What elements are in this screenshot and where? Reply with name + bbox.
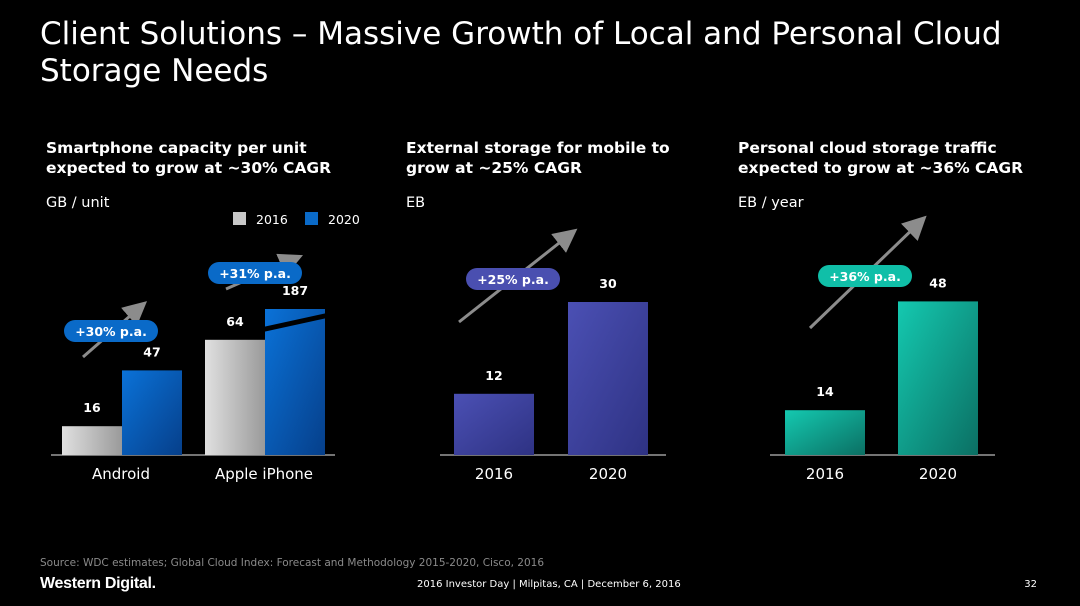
value-label-android-2020: 47 [143, 344, 160, 359]
bar-android-2016 [62, 426, 122, 455]
legend-label-2020: 2020 [328, 212, 360, 227]
growth-badge-cloud: +36% p.a. [818, 265, 912, 287]
value-label-apple-iphone-2016: 64 [226, 314, 244, 329]
source-note: Source: WDC estimates; Global Cloud Inde… [40, 557, 545, 569]
growth-badge-cloud-text: +36% p.a. [829, 269, 901, 284]
growth-badge-android: +30% p.a. [64, 320, 158, 342]
bar-apple-iphone-2020 [265, 309, 325, 455]
bars-layer: 16 47 Android 64 187 Apple iPhone 12 2016 30 2020… [62, 275, 978, 483]
panel-1-title-line1: Smartphone capacity per unit [46, 139, 307, 157]
value-label-android-2016: 16 [83, 400, 101, 415]
value-label-apple-iphone-2020: 187 [282, 283, 308, 298]
legend-swatch-2016 [233, 212, 246, 225]
panel-1-title-line2: expected to grow at ~30% CAGR [46, 159, 332, 177]
panel-2-title: External storage for mobile to grow at ~… [406, 138, 670, 178]
value-label-external-2020: 30 [599, 276, 617, 291]
panel-1-title: Smartphone capacity per unit expected to… [46, 138, 331, 178]
bar-android-2020 [122, 370, 182, 455]
bar-apple-iphone-2016 [205, 339, 265, 455]
panel-2-title-line1: External storage for mobile to [406, 139, 670, 157]
bar-external-2016 [454, 393, 534, 455]
panel-1-unit: GB / unit [46, 195, 110, 211]
panel-3-unit: EB / year [738, 195, 804, 211]
bar-cloud-2020 [898, 301, 978, 455]
growth-badge-iphone-text: +31% p.a. [219, 266, 291, 281]
value-label-cloud-2016: 14 [816, 384, 834, 399]
axis-break-mark [263, 313, 327, 332]
page-number: 32 [1024, 579, 1037, 590]
category-label-apple-iphone: Apple iPhone [215, 465, 313, 483]
growth-badge-external-text: +25% p.a. [477, 272, 549, 287]
footer-event: 2016 Investor Day | Milpitas, CA | Decem… [417, 579, 681, 590]
western-digital-logo: Western Digital. [40, 575, 156, 592]
legend-swatch-2020 [305, 212, 318, 225]
panel-2-unit: EB [406, 195, 426, 211]
category-label-android: Android [92, 465, 150, 483]
value-label-external-2016: 12 [485, 368, 502, 383]
growth-badge-android-text: +30% p.a. [75, 324, 147, 339]
category-label-external-2020: 2020 [589, 465, 627, 483]
bar-external-2020 [568, 302, 648, 455]
category-label-external-2016: 2016 [475, 465, 513, 483]
growth-badge-external: +25% p.a. [466, 268, 560, 290]
category-label-cloud-2016: 2016 [806, 465, 844, 483]
panel-3-title-line1: Personal cloud storage traffic [738, 139, 997, 157]
category-label-cloud-2020: 2020 [919, 465, 957, 483]
panel-3-title: Personal cloud storage traffic expected … [738, 138, 1023, 178]
panel-3-title-line2: expected to grow at ~36% CAGR [738, 159, 1024, 177]
panel-2-title-line2: grow at ~25% CAGR [406, 159, 582, 177]
legend-label-2016: 2016 [256, 212, 288, 227]
growth-badge-iphone: +31% p.a. [208, 262, 302, 284]
slide-title: Client Solutions – Massive Growth of Loc… [40, 16, 1002, 89]
bar-cloud-2016 [785, 410, 865, 455]
value-label-cloud-2020: 48 [929, 275, 946, 290]
